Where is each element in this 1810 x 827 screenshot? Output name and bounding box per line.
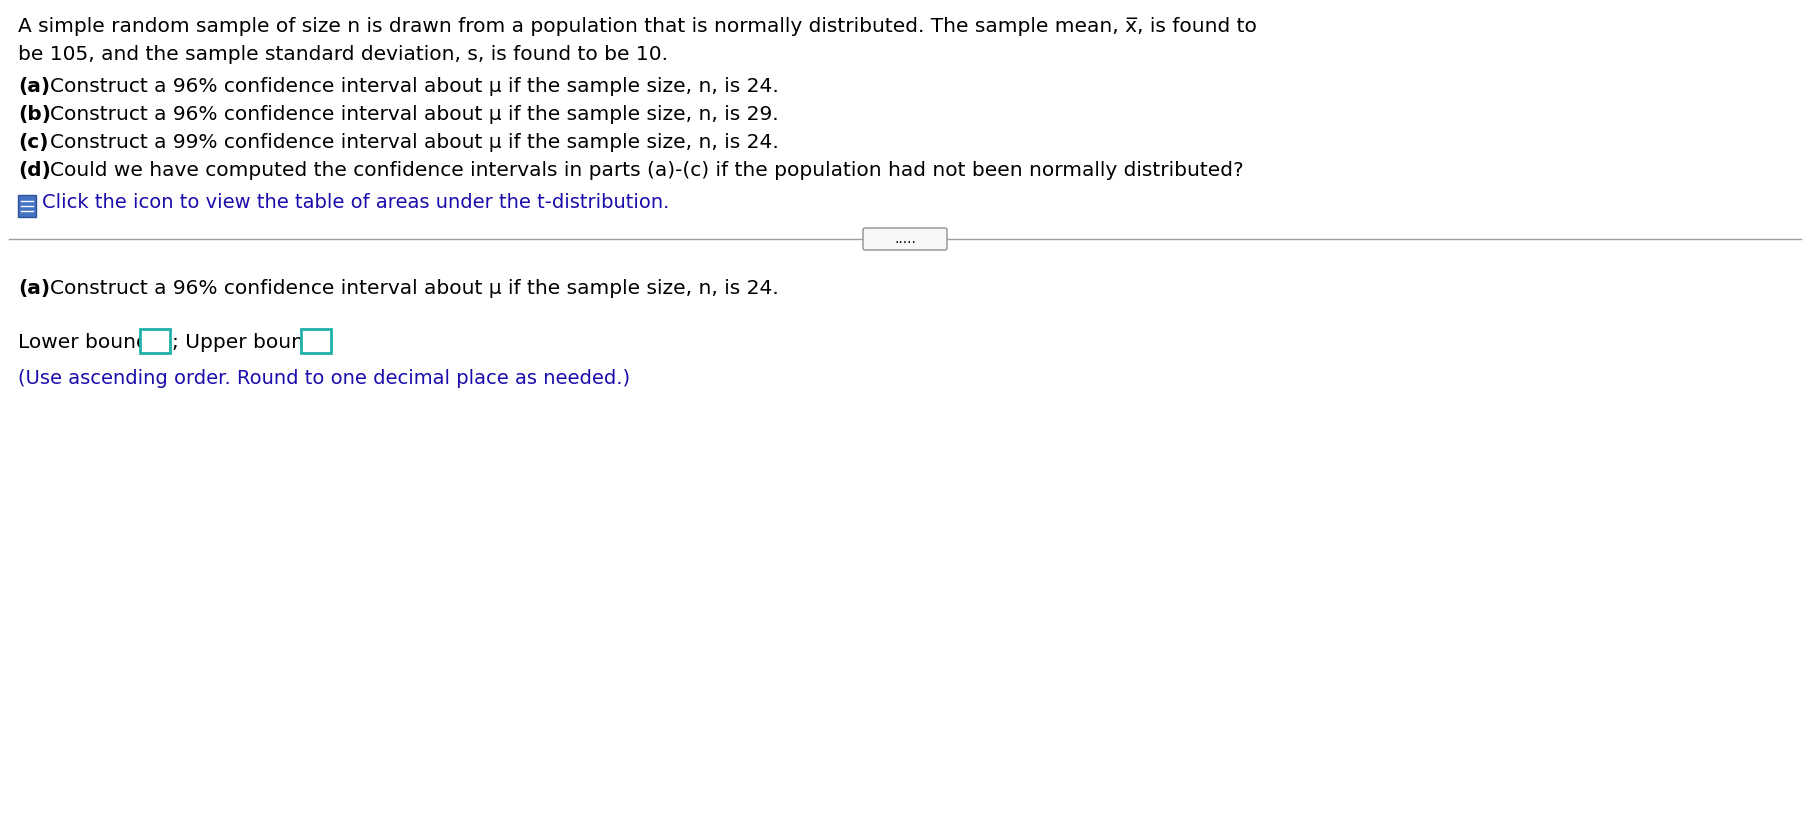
Text: (b): (b) [18,105,51,124]
FancyBboxPatch shape [139,329,170,353]
FancyBboxPatch shape [300,329,331,353]
Text: (Use ascending order. Round to one decimal place as needed.): (Use ascending order. Round to one decim… [18,369,630,388]
Text: (a): (a) [18,77,51,96]
Text: Click the icon to view the table of areas under the t-distribution.: Click the icon to view the table of area… [42,193,670,212]
Text: Construct a 96% confidence interval about μ if the sample size, n, is 24.: Construct a 96% confidence interval abou… [51,279,778,298]
Text: (a): (a) [18,279,51,298]
Text: A simple random sample of size n is drawn from a population that is normally dis: A simple random sample of size n is draw… [18,17,1256,36]
Text: Construct a 96% confidence interval about μ if the sample size, n, is 29.: Construct a 96% confidence interval abou… [51,105,778,124]
FancyBboxPatch shape [863,228,947,250]
Text: Could we have computed the confidence intervals in parts (a)-(c) if the populati: Could we have computed the confidence in… [51,161,1243,180]
FancyBboxPatch shape [18,195,36,217]
Text: .....: ..... [894,232,916,246]
Text: be 105, and the sample standard deviation, s, is found to be 10.: be 105, and the sample standard deviatio… [18,45,668,64]
Text: ; Upper bound:: ; Upper bound: [172,333,324,352]
Text: Lower bound:: Lower bound: [18,333,156,352]
Text: Construct a 96% confidence interval about μ if the sample size, n, is 24.: Construct a 96% confidence interval abou… [51,77,778,96]
Text: (c): (c) [18,133,49,152]
Text: (d): (d) [18,161,51,180]
Text: Construct a 99% confidence interval about μ if the sample size, n, is 24.: Construct a 99% confidence interval abou… [51,133,778,152]
